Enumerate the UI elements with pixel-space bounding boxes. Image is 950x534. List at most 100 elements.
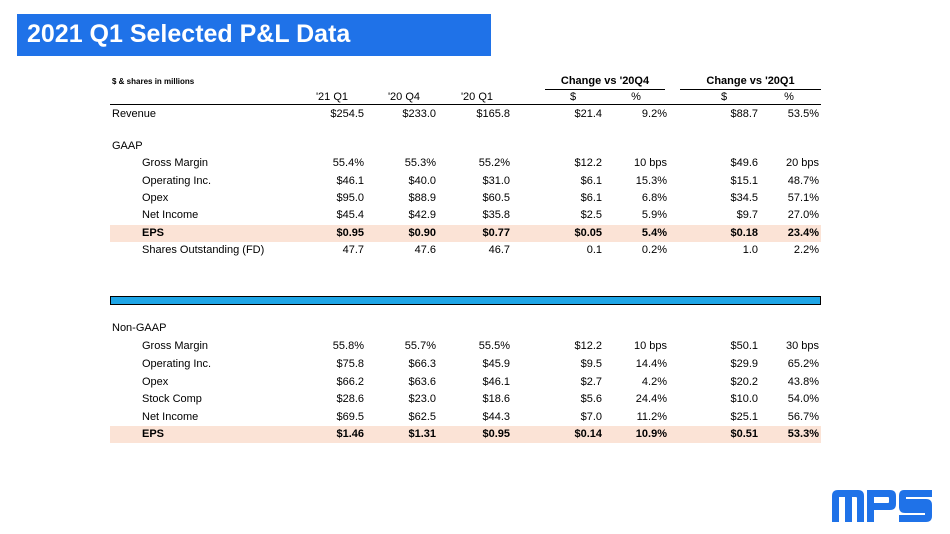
table-cell: 11.2% xyxy=(636,411,667,423)
highlight-band xyxy=(110,225,821,242)
table-cell: $9.7 xyxy=(736,209,758,221)
table-cell: $0.95 xyxy=(482,428,510,440)
table-cell: 15.3% xyxy=(635,175,667,187)
table-cell: $6.1 xyxy=(580,192,602,204)
table-cell: 4.2% xyxy=(641,376,667,388)
gaap-row-label: Operating Inc. xyxy=(142,175,212,187)
table-cell: 5.4% xyxy=(641,227,667,239)
table-cell: $50.1 xyxy=(730,340,758,352)
column-header: '20 Q4 xyxy=(387,91,421,103)
table-cell: $88.9 xyxy=(408,192,436,204)
table-cell: 55.5% xyxy=(478,340,510,352)
table-cell: 55.7% xyxy=(404,340,436,352)
highlight-band xyxy=(110,426,821,443)
table-cell: 47.7 xyxy=(342,244,364,256)
table-cell: $7.0 xyxy=(580,411,602,423)
table-cell: $34.5 xyxy=(730,192,758,204)
table-cell: $45.4 xyxy=(336,209,364,221)
table-cell: $0.77 xyxy=(482,227,510,239)
revenue-row-label: Revenue xyxy=(112,108,157,120)
table-cell: $165.8 xyxy=(476,108,510,120)
table-cell: 23.4% xyxy=(787,227,819,239)
table-cell: $10.0 xyxy=(730,393,758,405)
table-cell: $29.9 xyxy=(730,358,758,370)
nongaap-row-label: Opex xyxy=(142,376,169,388)
column-header: % xyxy=(784,91,794,103)
table-cell: 5.9% xyxy=(641,209,667,221)
nongaap-row-label: EPS xyxy=(142,428,165,440)
table-cell: $1.46 xyxy=(336,428,364,440)
table-cell: $12.2 xyxy=(574,157,602,169)
gaap-row-label: Opex xyxy=(142,192,169,204)
table-cell: 55.2% xyxy=(478,157,510,169)
nongaap-row-label: Stock Comp xyxy=(142,393,202,405)
table-cell: 6.8% xyxy=(641,192,667,204)
table-cell: 53.5% xyxy=(787,108,819,120)
gaap-row-label: Gross Margin xyxy=(142,157,209,169)
table-cell: 55.3% xyxy=(404,157,436,169)
table-cell: $75.8 xyxy=(336,358,364,370)
table-cell: $60.5 xyxy=(482,192,510,204)
table-cell: $0.95 xyxy=(336,227,364,239)
table-cell: $49.6 xyxy=(730,157,758,169)
table-cell: 55.8% xyxy=(332,340,364,352)
table-cell: $40.0 xyxy=(408,175,436,187)
table-cell: 65.2% xyxy=(787,358,819,370)
table-cell: 10 bps xyxy=(633,340,667,352)
table-cell: $18.6 xyxy=(482,393,510,405)
table-cell: $63.6 xyxy=(408,376,436,388)
table-cell: 55.4% xyxy=(332,157,364,169)
table-cell: 2.2% xyxy=(793,244,819,256)
gaap-section-label: GAAP xyxy=(112,140,143,152)
table-cell: 0.1 xyxy=(586,244,602,256)
column-header: % xyxy=(631,91,641,103)
table-cell: $15.1 xyxy=(730,175,758,187)
table-cell: $12.2 xyxy=(574,340,602,352)
table-cell: $46.1 xyxy=(482,376,510,388)
table-cell: 46.7 xyxy=(488,244,510,256)
table-cell: 14.4% xyxy=(635,358,667,370)
table-cell: $21.4 xyxy=(574,108,602,120)
nongaap-section-label: Non-GAAP xyxy=(112,322,167,334)
table-cell: 10 bps xyxy=(633,157,667,169)
table-cell: 48.7% xyxy=(787,175,819,187)
table-cell: 30 bps xyxy=(785,340,819,352)
table-cell: $9.5 xyxy=(580,358,602,370)
table-cell: 47.6 xyxy=(414,244,436,256)
column-header: '20 Q1 xyxy=(460,91,494,103)
gaap-row-label: EPS xyxy=(142,227,165,239)
table-cell: $0.14 xyxy=(574,428,602,440)
table-cell: $2.5 xyxy=(580,209,602,221)
nongaap-row-label: Gross Margin xyxy=(142,340,209,352)
table-cell: $2.7 xyxy=(580,376,602,388)
table-cell: $20.2 xyxy=(730,376,758,388)
table-cell: 56.7% xyxy=(787,411,819,423)
column-header: $ xyxy=(720,91,728,103)
table-cell: $66.3 xyxy=(408,358,436,370)
title-banner: 2021 Q1 Selected P&L Data xyxy=(17,14,491,56)
table-cell: 20 bps xyxy=(785,157,819,169)
table-cell: $95.0 xyxy=(336,192,364,204)
table-cell: $5.6 xyxy=(580,393,602,405)
table-cell: $28.6 xyxy=(336,393,364,405)
table-cell: $0.18 xyxy=(730,227,758,239)
table-cell: 54.0% xyxy=(787,393,819,405)
units-note: $ & shares in millions xyxy=(112,77,195,86)
table-cell: $25.1 xyxy=(730,411,758,423)
table-cell: $1.31 xyxy=(408,428,436,440)
table-cell: $44.3 xyxy=(482,411,510,423)
table-cell: 57.1% xyxy=(787,192,819,204)
header-rule xyxy=(110,104,821,105)
table-cell: $254.5 xyxy=(330,108,364,120)
table-cell: $0.05 xyxy=(574,227,602,239)
table-cell: $35.8 xyxy=(482,209,510,221)
mps-logo xyxy=(832,490,932,522)
page-title: 2021 Q1 Selected P&L Data xyxy=(27,20,351,48)
table-cell: $45.9 xyxy=(482,358,510,370)
table-cell: $31.0 xyxy=(482,175,510,187)
table-cell: 27.0% xyxy=(787,209,819,221)
table-cell: $23.0 xyxy=(408,393,436,405)
table-cell: $233.0 xyxy=(402,108,436,120)
table-cell: $0.90 xyxy=(408,227,436,239)
table-cell: 1.0 xyxy=(742,244,758,256)
